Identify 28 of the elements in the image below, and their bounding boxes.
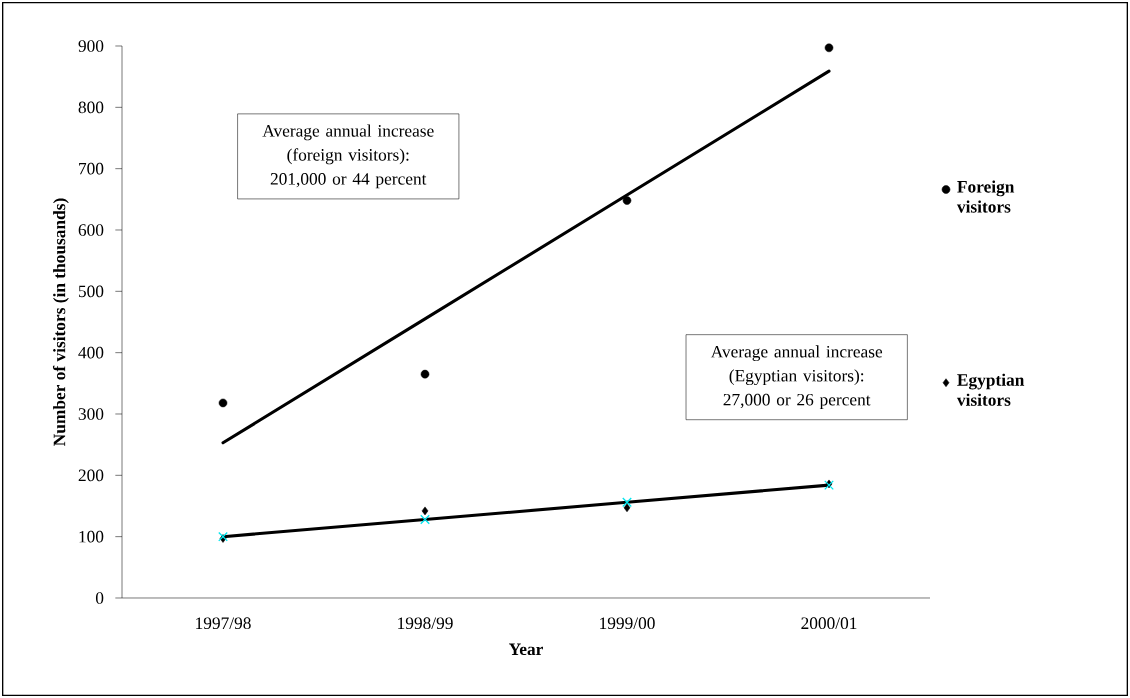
- y-tick-label: 300: [78, 408, 104, 420]
- annotation: Average annual increase (Egyptian visitors): 27,000 or 26 percent: [710, 345, 883, 410]
- point: [824, 43, 834, 53]
- x-tick-label: 1997/98: [196, 617, 251, 630]
- point: [420, 369, 430, 379]
- x-tick-label: 1999/00: [600, 617, 655, 630]
- legend-label: Foreign visitors: [956, 180, 1015, 213]
- y-axis-title: Number of visitors (in thousands): [52, 198, 69, 446]
- y-tick-label: 500: [78, 285, 104, 298]
- y-tick-label: 800: [78, 101, 104, 114]
- y-tick-label: 0: [95, 592, 104, 604]
- legend-label: Egyptian visitors: [956, 373, 1025, 406]
- x-tick-label: 2000/01: [801, 617, 857, 630]
- y-tick-label: 400: [78, 346, 104, 359]
- point: [623, 503, 631, 513]
- y-tick-label: 200: [78, 469, 104, 482]
- y-tick-label: 700: [79, 162, 104, 175]
- point: [420, 514, 430, 525]
- annotation: Average annual increase (foreign visitors): 201,000 or 44 percent: [262, 124, 434, 189]
- y-tick-label: 100: [79, 530, 104, 543]
- point: [421, 506, 429, 516]
- point: [622, 497, 632, 508]
- x-axis-title: Year: [509, 643, 543, 656]
- y-tick-label: 900: [78, 40, 104, 52]
- point: [622, 196, 632, 205]
- x-tick-label: 1998/99: [398, 617, 453, 630]
- y-tick-label: 600: [78, 224, 104, 236]
- point: [218, 398, 228, 408]
